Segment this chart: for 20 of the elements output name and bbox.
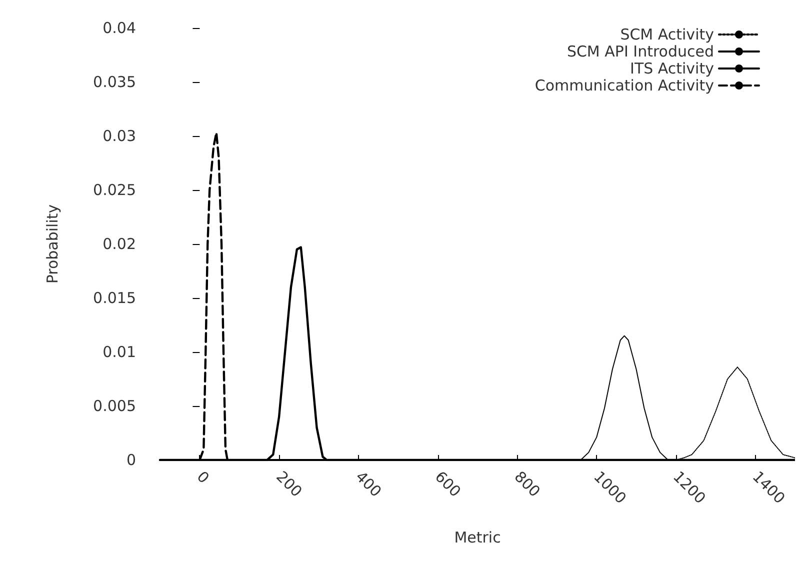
y-tick-label: 0.04 <box>102 19 136 37</box>
legend-label: ITS Activity <box>630 60 714 78</box>
legend-label: SCM API Introduced <box>566 42 714 60</box>
y-tick-label: 0 <box>126 451 136 469</box>
x-tick-label: 400 <box>352 468 386 501</box>
y-tick-label: 0.02 <box>102 235 136 253</box>
legend-label: SCM Activity <box>620 26 714 44</box>
x-axis-title: Metric <box>454 528 501 546</box>
x-tick-label: 0 <box>193 468 213 488</box>
y-tick-label: 0.025 <box>93 181 136 199</box>
y-tick-label: 0.01 <box>102 343 136 361</box>
y-tick-label: 0.015 <box>93 289 136 307</box>
x-tick-label: 800 <box>510 468 544 501</box>
legend-label: Communication Activity <box>534 76 714 94</box>
x-tick-label: 200 <box>272 468 306 501</box>
y-tick-label: 0.03 <box>102 127 136 145</box>
y-axis-title: Probability <box>44 204 62 284</box>
y-tick-label: 0.035 <box>93 73 136 91</box>
y-tick-label: 0.005 <box>93 397 136 415</box>
x-tick-label: 600 <box>431 468 464 501</box>
